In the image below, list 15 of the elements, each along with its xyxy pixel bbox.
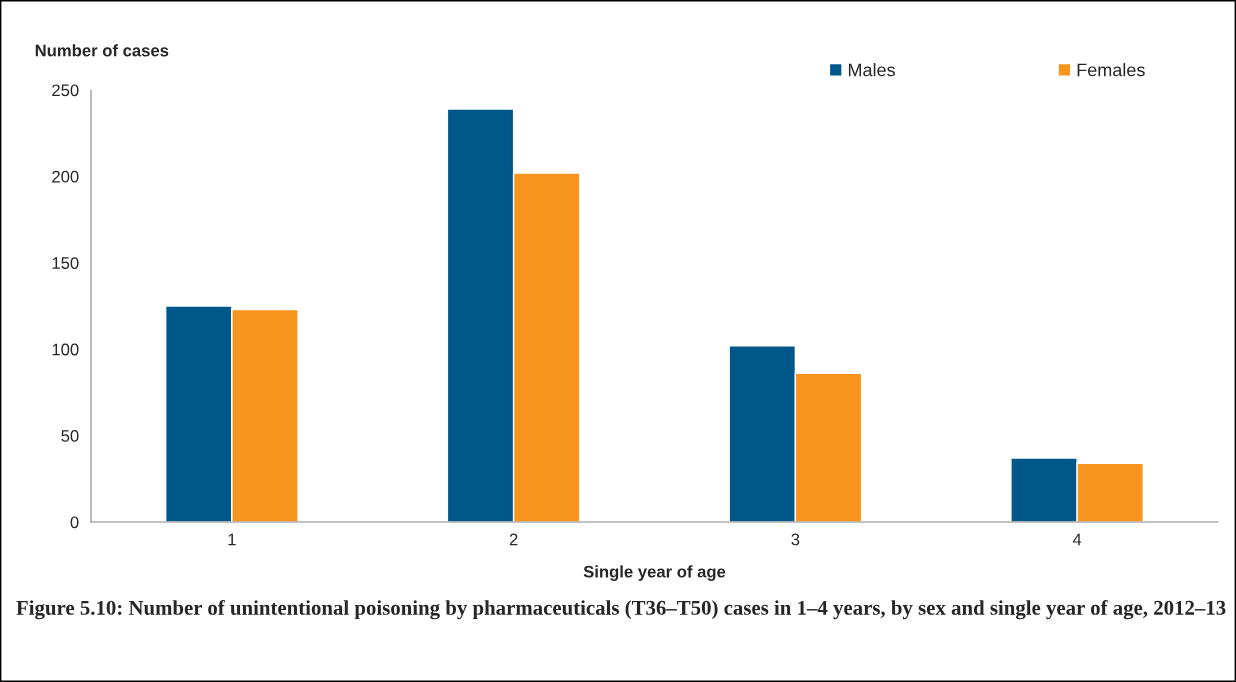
x-tick-label: 3 xyxy=(791,533,800,546)
text: Figure 5.10: Number of unintentional poisoning by pharmaceuticals (T36–T50) cases in 1–4 years, by sex and single year of age, 2012–13 xyxy=(16,600,1226,620)
y-tick-label: 250 xyxy=(52,84,79,97)
x-tick-label: 1 xyxy=(228,533,236,546)
legend-label: Females xyxy=(1077,63,1145,77)
y-tick-label: 50 xyxy=(61,430,79,442)
y-tick-label: 0 xyxy=(70,516,79,529)
x-tick-label: 4 xyxy=(1072,533,1082,546)
legend-label: Males xyxy=(848,63,895,77)
y-tick-label: 150 xyxy=(52,257,79,269)
y-tick-label: 200 xyxy=(52,170,79,183)
x-axis-title: Single year of age xyxy=(583,565,726,581)
x-tick-label: 2 xyxy=(509,533,518,546)
y-axis-title: Number of cases xyxy=(35,44,169,57)
y-tick-label: 100 xyxy=(52,343,79,356)
